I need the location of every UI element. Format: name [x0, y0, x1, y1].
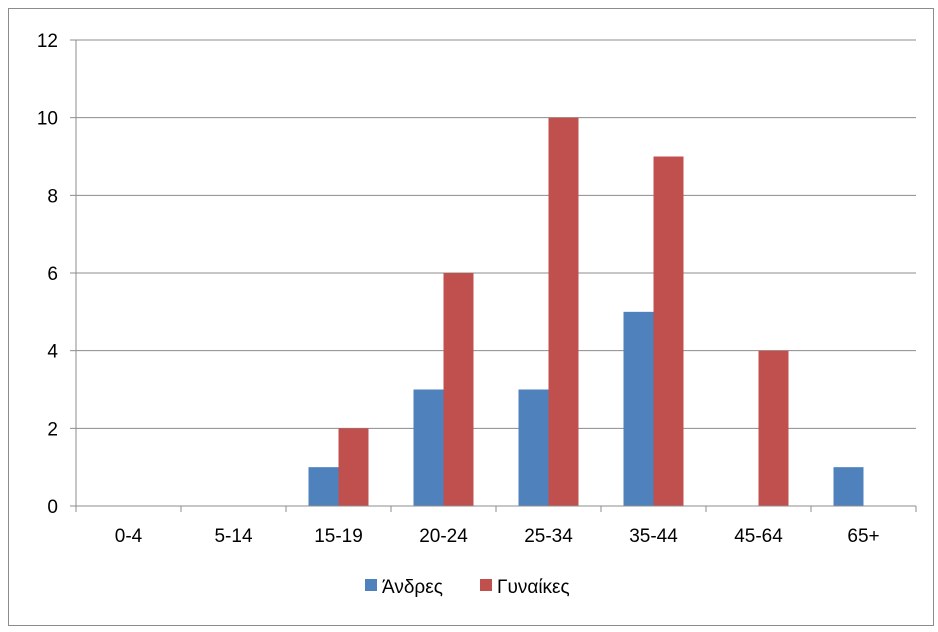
x-tick-label: 45-64 [734, 526, 783, 547]
gridlines [76, 39, 916, 429]
y-tick-label: 8 [47, 186, 58, 207]
bar-series-1 [413, 389, 444, 506]
y-tick-label: 12 [37, 31, 58, 52]
x-tick-label: 15-19 [314, 526, 363, 547]
bar-series-1 [833, 467, 864, 506]
x-tick-labels: 0-4 5-14 15-19 20-24 25-34 35-44 45-64 65+ [115, 526, 880, 547]
bar-series-2 [338, 428, 369, 506]
bar-series-1 [518, 389, 549, 506]
bar-series-2 [653, 156, 684, 506]
x-tick-label: 35-44 [629, 526, 678, 547]
x-tick-label: 65+ [847, 526, 879, 547]
bar-chart: 0 2 4 6 8 10 12 0-4 5-14 15-19 20-24 25-34 35-44 45-… [37, 31, 917, 598]
y-tick-labels: 0 2 4 6 8 10 12 [37, 31, 59, 518]
y-tick-label: 2 [47, 419, 58, 440]
bar-series-2 [443, 273, 474, 506]
y-tick-label: 4 [47, 342, 58, 363]
bars [308, 117, 864, 507]
x-tick-label: 25-34 [524, 526, 573, 547]
x-tick-label: 5-14 [214, 526, 252, 547]
y-tick-label: 0 [47, 497, 58, 518]
x-tick-label: 0-4 [115, 526, 143, 547]
chart-frame: 0 2 4 6 8 10 12 0-4 5-14 15-19 20-24 25-34 35-44 45-… [8, 8, 934, 626]
y-tick-label: 6 [47, 264, 58, 285]
bar-series-2 [758, 350, 789, 506]
legend-swatch [480, 579, 492, 591]
legend-label: Άνδρες [382, 577, 443, 598]
legend-label: Γυναίκες [497, 577, 570, 598]
axes [70, 39, 917, 512]
bar-series-1 [308, 467, 339, 506]
y-tick-label: 10 [37, 109, 58, 130]
x-tick-label: 20-24 [419, 526, 468, 547]
legend: Άνδρες Γυναίκες [365, 577, 570, 598]
bar-series-2 [548, 117, 579, 507]
legend-swatch [365, 579, 377, 591]
bar-series-1 [623, 311, 654, 506]
